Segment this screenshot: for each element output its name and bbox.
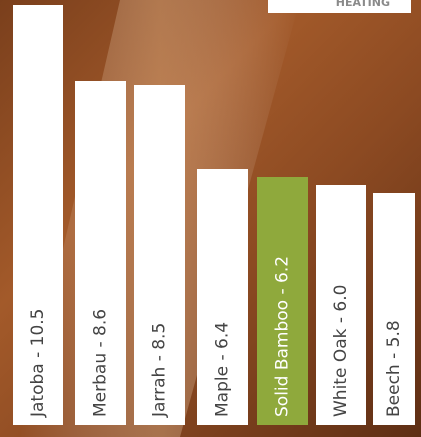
bar — [257, 177, 308, 425]
bar — [13, 5, 63, 425]
bar — [134, 85, 185, 425]
bar — [75, 81, 126, 425]
bar-label: Jatoba - 10.5 — [28, 309, 48, 419]
bar — [316, 185, 366, 425]
bar-label: Jarrah - 8.5 — [150, 323, 170, 418]
bar-label: Maple - 6.4 — [213, 322, 233, 417]
bar-label: Beech - 5.8 — [384, 320, 404, 417]
bar-label: Merbau - 8.6 — [91, 309, 111, 417]
bar — [197, 169, 248, 425]
bar-label: Solid Bamboo - 6.2 — [273, 256, 293, 417]
bar — [373, 193, 415, 425]
bar-label: White Oak - 6.0 — [331, 285, 351, 417]
header-box — [268, 0, 411, 13]
header-fragment: HEATING — [336, 0, 390, 9]
